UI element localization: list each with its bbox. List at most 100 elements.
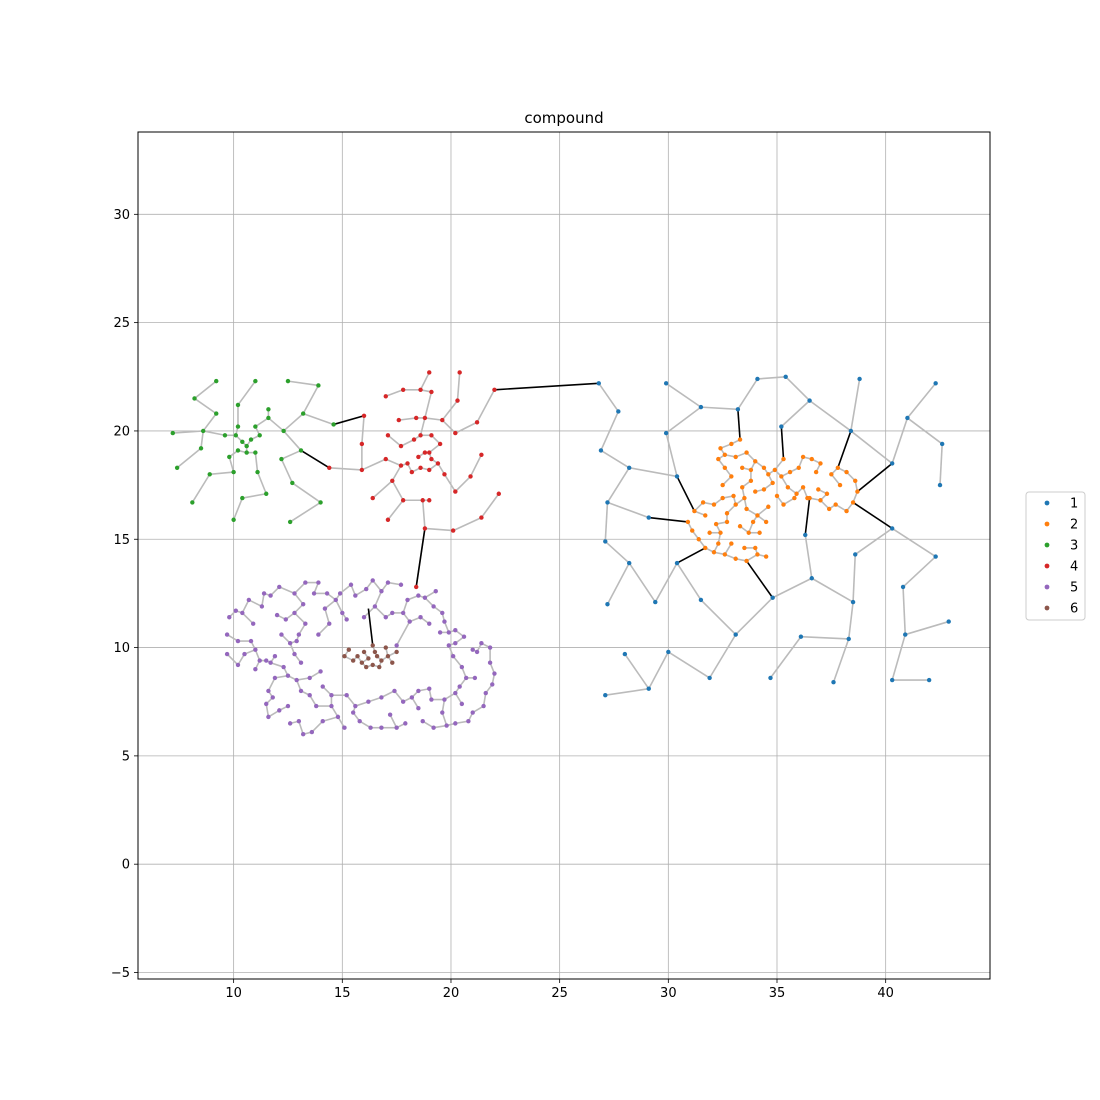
data-point-cluster-5 xyxy=(259,604,265,609)
data-point-cluster-5 xyxy=(287,641,293,646)
data-point-cluster-3 xyxy=(298,448,304,453)
mst-edge xyxy=(433,724,447,729)
mst-edge xyxy=(293,592,304,605)
data-point-cluster-2 xyxy=(779,474,784,479)
mst-edge xyxy=(847,601,854,639)
mst-edge xyxy=(387,499,404,521)
mst-edge xyxy=(600,411,620,451)
data-point-cluster-5 xyxy=(390,610,395,616)
data-point-cluster-2 xyxy=(850,500,856,505)
mst-edge xyxy=(700,406,738,411)
data-point-cluster-5 xyxy=(344,617,349,622)
inter-cluster-edge xyxy=(648,516,688,523)
data-point-cluster-5 xyxy=(298,688,304,694)
data-point-cluster-2 xyxy=(720,482,725,488)
mst-edge xyxy=(906,382,937,419)
data-point-cluster-5 xyxy=(353,703,358,709)
y-tick-label: −5 xyxy=(111,966,130,981)
mst-edge xyxy=(385,389,404,398)
data-point-cluster-5 xyxy=(253,647,258,652)
mst-edge xyxy=(281,449,302,460)
data-point-cluster-5 xyxy=(257,658,262,663)
data-point-cluster-4 xyxy=(359,467,365,473)
mst-edge xyxy=(676,562,702,601)
mst-edge xyxy=(424,527,454,532)
data-point-cluster-1 xyxy=(937,482,943,488)
data-point-cluster-2 xyxy=(837,482,843,488)
data-point-cluster-6 xyxy=(372,649,378,655)
data-point-cluster-4 xyxy=(414,584,419,590)
mst-edge xyxy=(395,621,411,646)
inter-cluster-edge xyxy=(676,476,696,512)
data-point-cluster-5 xyxy=(466,719,471,724)
data-point-cluster-5 xyxy=(370,578,375,583)
mst-edge xyxy=(242,492,267,499)
data-point-cluster-3 xyxy=(233,433,239,438)
data-point-cluster-5 xyxy=(348,582,354,587)
mst-edge xyxy=(605,687,649,697)
data-point-cluster-3 xyxy=(279,456,284,462)
data-point-cluster-5 xyxy=(433,589,438,594)
data-point-cluster-5 xyxy=(461,634,467,639)
data-point-cluster-1 xyxy=(622,651,628,657)
mst-edge xyxy=(654,562,678,603)
data-point-cluster-3 xyxy=(174,465,180,470)
data-point-cluster-5 xyxy=(459,701,465,707)
data-point-cluster-5 xyxy=(387,712,393,717)
data-point-cluster-2 xyxy=(740,465,745,470)
data-point-cluster-5 xyxy=(446,643,452,648)
data-point-cluster-5 xyxy=(285,703,291,709)
data-point-cluster-1 xyxy=(627,560,632,566)
mst-edge xyxy=(241,612,254,625)
mst-edge xyxy=(456,372,461,401)
data-point-cluster-3 xyxy=(318,500,323,505)
data-point-cluster-5 xyxy=(294,638,299,644)
y-tick-label: 5 xyxy=(122,749,130,764)
data-point-cluster-1 xyxy=(605,602,610,607)
y-tick-label: 25 xyxy=(113,316,130,331)
data-point-cluster-5 xyxy=(407,619,412,624)
data-point-cluster-5 xyxy=(235,638,241,644)
data-point-cluster-5 xyxy=(329,693,334,698)
data-point-cluster-5 xyxy=(324,591,330,596)
mst-edge xyxy=(772,577,813,599)
data-point-cluster-4 xyxy=(496,491,501,496)
data-point-cluster-4 xyxy=(427,450,432,455)
data-point-cluster-2 xyxy=(844,508,849,514)
data-point-cluster-1 xyxy=(933,381,938,386)
data-point-cluster-6 xyxy=(370,643,375,648)
x-tick-label: 10 xyxy=(225,986,242,1001)
data-point-cluster-2 xyxy=(800,485,806,490)
mst-edge xyxy=(391,465,402,482)
data-point-cluster-1 xyxy=(646,686,651,691)
data-point-cluster-5 xyxy=(431,725,436,730)
data-point-cluster-1 xyxy=(903,632,908,637)
legend-label: 3 xyxy=(1070,539,1078,554)
data-point-cluster-2 xyxy=(718,446,723,451)
mst-edge xyxy=(374,590,383,607)
data-point-cluster-2 xyxy=(809,456,814,462)
data-point-cluster-2 xyxy=(829,472,834,477)
mst-edge xyxy=(203,430,226,437)
data-point-cluster-4 xyxy=(414,415,419,421)
data-point-cluster-4 xyxy=(492,387,497,392)
data-point-cluster-2 xyxy=(753,489,758,494)
data-point-cluster-2 xyxy=(761,465,767,470)
data-point-cluster-1 xyxy=(846,636,851,642)
mst-edge xyxy=(372,579,383,592)
inter-cluster-edges xyxy=(300,382,893,646)
data-point-cluster-5 xyxy=(457,684,462,689)
data-point-cluster-3 xyxy=(235,402,241,408)
mst-edge xyxy=(811,577,854,603)
mst-edge xyxy=(324,608,331,624)
data-point-cluster-5 xyxy=(294,677,299,683)
mst-edge xyxy=(283,413,304,432)
data-point-cluster-2 xyxy=(742,495,747,501)
data-point-cluster-1 xyxy=(663,430,669,436)
mst-edge xyxy=(850,430,893,465)
data-point-cluster-6 xyxy=(342,654,347,659)
data-point-cluster-2 xyxy=(753,459,758,464)
mst-edge xyxy=(293,612,306,625)
data-point-cluster-5 xyxy=(340,610,345,616)
data-point-cluster-2 xyxy=(748,467,754,473)
